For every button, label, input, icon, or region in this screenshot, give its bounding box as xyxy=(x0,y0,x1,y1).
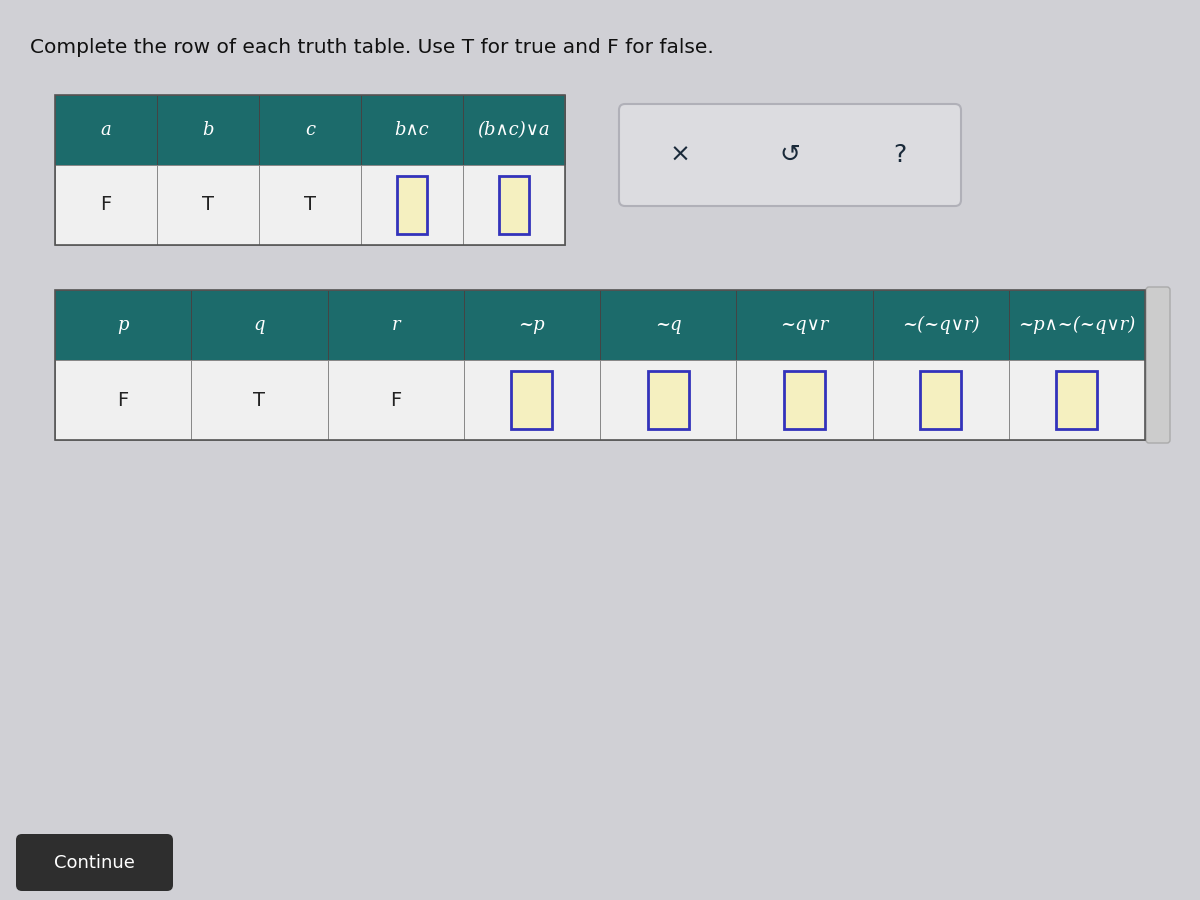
Bar xyxy=(55,290,1145,440)
Bar xyxy=(872,290,1009,360)
Bar xyxy=(191,360,328,440)
Text: ?: ? xyxy=(893,143,907,167)
Bar xyxy=(920,371,961,428)
Text: c: c xyxy=(305,121,316,139)
Text: F: F xyxy=(101,195,112,214)
Bar xyxy=(499,176,529,234)
Text: T: T xyxy=(253,391,265,410)
Bar xyxy=(157,95,259,165)
Text: Complete the row of each truth table. Use T for true and F for false.: Complete the row of each truth table. Us… xyxy=(30,38,714,57)
Bar xyxy=(1056,371,1097,428)
Text: Continue: Continue xyxy=(54,853,134,871)
Bar xyxy=(648,371,689,428)
Bar xyxy=(259,165,361,245)
Bar xyxy=(55,165,157,245)
Text: ↺: ↺ xyxy=(780,143,800,167)
Text: F: F xyxy=(118,391,128,410)
FancyBboxPatch shape xyxy=(619,104,961,206)
Bar xyxy=(361,95,463,165)
Bar xyxy=(361,165,463,245)
Text: b∧c: b∧c xyxy=(395,121,430,139)
Bar xyxy=(328,290,463,360)
Bar xyxy=(737,360,872,440)
Text: (b∧c)∨a: (b∧c)∨a xyxy=(478,121,551,139)
Bar xyxy=(463,360,600,440)
Text: ~(~q∨r): ~(~q∨r) xyxy=(902,316,979,334)
Bar xyxy=(600,290,737,360)
Bar xyxy=(463,290,600,360)
Bar xyxy=(600,360,737,440)
Bar xyxy=(463,95,565,165)
Bar xyxy=(191,290,328,360)
Text: T: T xyxy=(304,195,316,214)
Text: a: a xyxy=(101,121,112,139)
FancyBboxPatch shape xyxy=(1146,287,1170,443)
Bar xyxy=(55,290,191,360)
Bar xyxy=(55,360,191,440)
Bar xyxy=(55,95,565,245)
Bar xyxy=(328,360,463,440)
Text: T: T xyxy=(202,195,214,214)
Text: ~q: ~q xyxy=(655,316,682,334)
Text: ×: × xyxy=(670,143,690,167)
Bar xyxy=(737,290,872,360)
Bar xyxy=(511,371,552,428)
Bar xyxy=(1009,290,1145,360)
Bar xyxy=(397,176,427,234)
Text: r: r xyxy=(391,316,400,334)
Text: b: b xyxy=(203,121,214,139)
FancyBboxPatch shape xyxy=(16,834,173,891)
Bar xyxy=(1009,360,1145,440)
Text: ~p: ~p xyxy=(518,316,545,334)
Text: F: F xyxy=(390,391,401,410)
Bar xyxy=(259,95,361,165)
Text: ~q∨r: ~q∨r xyxy=(780,316,828,334)
Bar xyxy=(55,95,157,165)
Text: p: p xyxy=(118,316,128,334)
Bar xyxy=(157,165,259,245)
Text: q: q xyxy=(253,316,265,334)
Text: ~p∧~(~q∨r): ~p∧~(~q∨r) xyxy=(1019,316,1135,334)
Bar xyxy=(872,360,1009,440)
Bar xyxy=(784,371,824,428)
Bar xyxy=(463,165,565,245)
